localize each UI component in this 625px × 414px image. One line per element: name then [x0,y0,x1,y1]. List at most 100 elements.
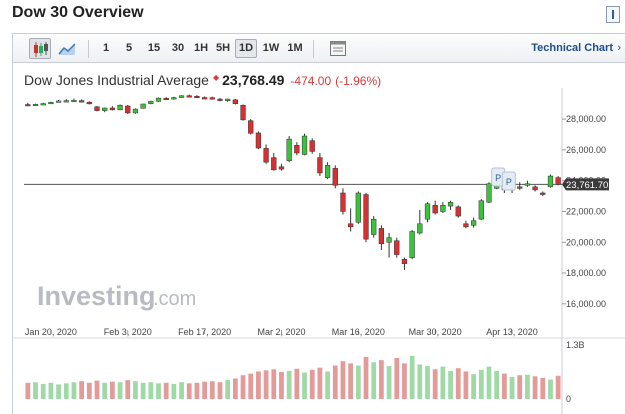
candle [540,191,546,197]
candle [401,257,408,270]
volume-bar [455,368,461,399]
candle [117,104,123,111]
event-marker[interactable]: P [501,171,516,191]
candle [186,94,192,98]
volume-bar [271,369,277,399]
volume-bar [232,378,238,399]
volume-bar [79,381,85,399]
candle [440,202,446,213]
candle [517,182,523,190]
area-chart-icon[interactable] [56,38,78,59]
y-tick-label: 22,000.00 [566,206,606,216]
candle-body [524,183,531,186]
price-change-percent: (-1.96%) [335,74,382,88]
candle-body [32,104,39,107]
candle [25,102,31,107]
candle-body [271,157,277,171]
interval-1h-button[interactable]: 1H [193,42,209,54]
volume-bar [125,380,131,399]
interval-1w-button[interactable]: 1W [262,42,280,54]
candle-body [348,223,354,228]
candle-body [178,95,185,98]
current-price-tag: 23,761.70 [562,178,609,191]
volume-bar [425,366,430,399]
candle [355,191,361,224]
volume-bar [110,381,115,399]
candle [271,152,277,171]
candle [524,180,531,187]
chart-gridlines [12,88,625,414]
candle-body [186,95,192,98]
last-price: 23,768.49 [222,72,285,88]
candle [371,216,377,238]
candle [86,101,92,105]
x-tick-label: Feb 17, 2020 [178,327,231,337]
candle [424,202,431,223]
volume-bar [394,357,400,399]
interval-15min-button[interactable]: 15 [147,42,161,54]
volume-bar [71,382,77,399]
toolbar-divider [88,40,89,58]
candle-body [225,98,231,101]
chart-settings-icon[interactable] [327,38,349,59]
interval-1d-button[interactable]: 1D [235,39,257,58]
volume-bar [409,355,415,399]
down-arrow-icon: ◆ [212,73,220,82]
x-tick-label: Mar 16, 2020 [332,327,385,337]
volume-bar [340,361,346,399]
volume-bar [33,382,38,399]
chevron-right-icon[interactable]: › [617,42,621,54]
volume-bar [202,381,207,399]
candle [324,162,331,180]
candle [171,96,177,100]
volume-bar [463,371,469,399]
candle [348,208,354,232]
candle-body [424,203,431,220]
candle-body [140,103,146,109]
technical-chart-link[interactable]: Technical Chart [531,42,613,54]
candlestick-chart-icon[interactable] [29,38,51,59]
interval-1min-button[interactable]: 1 [102,42,110,54]
volume-bar [217,382,223,399]
candle-body [394,240,400,255]
candle-body [240,104,246,121]
interval-30min-button[interactable]: 30 [171,42,185,54]
candle-body [317,157,323,174]
candle-body [55,100,62,103]
candle-body [286,138,292,161]
candle-body [79,100,85,103]
candle-body [440,205,446,212]
candle-body [340,192,346,212]
candle [301,133,308,156]
candle [232,99,238,105]
candle-body [48,102,54,105]
interval-5h-button[interactable]: 5H [215,42,231,54]
price-tag-label: 23,761.70 [566,180,608,191]
candle-body [470,220,477,226]
candle-body [355,192,361,223]
candle [79,99,85,103]
candle-body [217,98,223,101]
volume-bar [494,370,500,399]
candle-body [547,175,554,188]
candle-body [194,96,200,99]
volume-bar [171,383,177,399]
candle [140,103,146,109]
candle-body [171,97,177,100]
interval-5min-button[interactable]: 5 [125,42,133,54]
y-tick-label: 26,000.00 [566,145,606,155]
candle-body [109,107,116,111]
candle [478,199,484,220]
candle-body [447,201,454,207]
candle-body [332,168,338,186]
volume-bar [102,382,108,399]
instrument-name: Dow Jones Industrial Average [24,72,209,88]
candle [432,200,438,215]
candle-body [278,166,285,170]
y-tick-label: 16,000.00 [566,299,606,309]
interval-1m-button[interactable]: 1M [287,42,303,54]
print-icon[interactable] [606,6,620,23]
candle-body [63,100,69,103]
volume-bar [40,383,46,399]
